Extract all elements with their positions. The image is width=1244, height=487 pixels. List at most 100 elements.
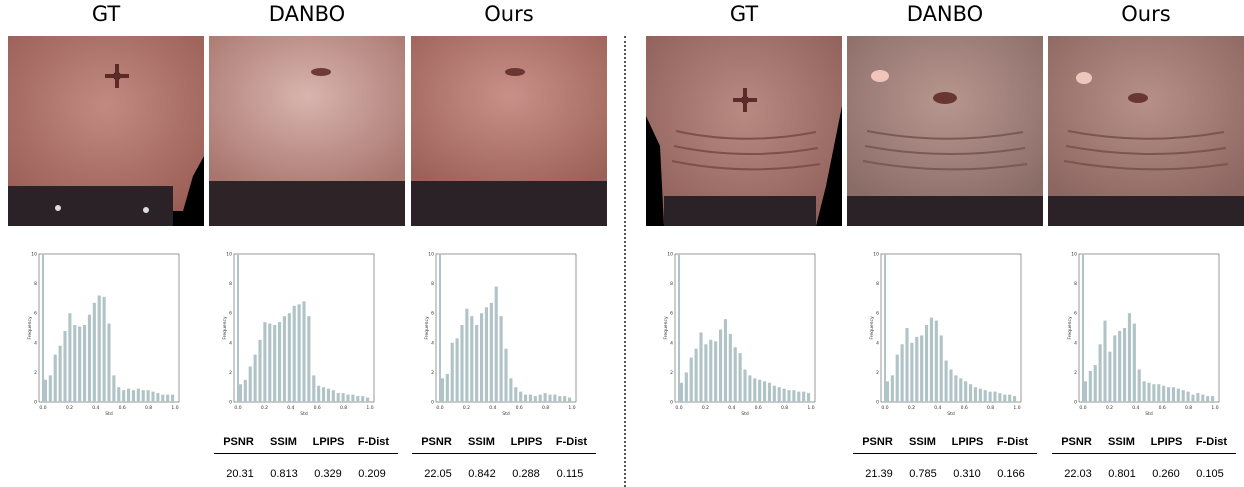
x-tick-label: 0.6	[1159, 405, 1166, 411]
x-tick-label: 0.0	[234, 405, 241, 411]
panel-title-ours-left: Ours	[484, 2, 534, 26]
histogram-bar	[1008, 394, 1012, 402]
x-tick-label: 0.0	[881, 405, 888, 411]
histogram-bar	[748, 375, 752, 402]
y-tick-label: 0	[1074, 400, 1077, 406]
histogram-bar	[993, 391, 997, 402]
histogram-bar	[504, 348, 508, 402]
metric-header-ssim: SSIM	[1108, 436, 1135, 448]
y-tick-label: 10	[31, 252, 37, 258]
histogram-bar	[1186, 391, 1190, 402]
histogram-bar	[166, 394, 170, 402]
histogram-bar	[287, 313, 291, 402]
x-tick-label: 0.4	[489, 405, 496, 411]
y-tick-label: 10	[428, 252, 434, 258]
histogram-bar	[689, 357, 693, 402]
x-tick-label: 1.0	[568, 405, 575, 411]
metric-header-ssim: SSIM	[909, 436, 936, 448]
histogram-bar	[356, 396, 360, 402]
histogram-bar	[567, 397, 572, 402]
x-tick-label: 0.2	[908, 405, 915, 411]
histogram-svg: 0.0 0.2 0.4 0.6 0.8 1.0 0 2 4 6 8 10 Std Frequency	[222, 252, 375, 417]
histogram-bar	[678, 254, 680, 402]
histogram-bar	[156, 393, 160, 402]
y-tick-label: 8	[229, 281, 232, 287]
metric-value-ssim: 0.813	[270, 468, 298, 480]
metric-value-lpips: 0.310	[953, 468, 981, 480]
histogram-bar	[107, 323, 111, 402]
histogram-bar	[258, 339, 262, 402]
x-tick-label: 0.8	[145, 405, 152, 411]
y-tick-label: 6	[431, 311, 434, 317]
histogram-bar	[297, 304, 301, 402]
histogram-bar	[538, 394, 542, 402]
x-axis-label: Std	[741, 411, 749, 417]
x-tick-label: 1.0	[1013, 405, 1020, 411]
torso-image-danbo-left	[209, 36, 405, 226]
histogram-bar	[331, 390, 335, 402]
histogram-bar	[126, 388, 131, 402]
histogram-bar	[714, 341, 718, 402]
histogram-bar	[787, 390, 791, 402]
histogram-bar	[1132, 323, 1136, 402]
x-tick-label: 0.6	[961, 405, 968, 411]
metric-header-lpips: LPIPS	[1150, 436, 1183, 448]
histogram-bar	[684, 372, 688, 402]
x-axis-label: Std	[300, 411, 308, 417]
metrics-value-row: 22.05 0.842 0.288 0.115	[412, 454, 596, 480]
metric-value-fdist: 0.209	[358, 468, 386, 480]
metrics-value-row: 21.39 0.785 0.310 0.166	[853, 454, 1037, 480]
histogram-bar	[915, 336, 919, 402]
histogram-bar	[792, 390, 796, 402]
histogram-bar	[1003, 394, 1007, 402]
metrics-value-row: 22.03 0.801 0.260 0.105	[1052, 454, 1236, 480]
histogram-bar	[307, 316, 311, 402]
histogram-bar	[1147, 382, 1151, 402]
histogram-bar	[282, 316, 287, 402]
histogram-bar	[514, 387, 518, 402]
metric-header-psnr: PSNR	[862, 436, 893, 448]
metric-value-lpips: 0.288	[512, 468, 540, 480]
histogram-bar	[243, 379, 247, 402]
y-tick-label: 0	[229, 400, 232, 406]
y-tick-label: 4	[1074, 340, 1077, 346]
metric-header-psnr: PSNR	[421, 436, 452, 448]
histogram-bar	[753, 378, 757, 402]
x-tick-label: 0.4	[1132, 405, 1139, 411]
metric-header-fdist: F-Dist	[996, 436, 1029, 448]
histogram-bar	[959, 378, 963, 402]
x-tick-label: 0.2	[702, 405, 709, 411]
y-tick-label: 10	[226, 252, 232, 258]
histogram-bar	[450, 342, 454, 402]
histogram-bar	[248, 366, 252, 402]
histogram-bar	[718, 329, 723, 402]
histogram-bar	[553, 394, 557, 402]
histogram-bar	[97, 295, 101, 402]
x-tick-label: 0.6	[314, 405, 321, 411]
histogram-bar	[1142, 381, 1146, 402]
y-tick-label: 4	[670, 340, 673, 346]
x-axis-label: Std	[502, 411, 510, 417]
x-tick-label: 0.0	[1079, 405, 1086, 411]
histogram-bar	[964, 381, 968, 402]
histogram-bar	[1162, 385, 1166, 402]
histogram-bar	[161, 394, 165, 402]
histogram-bar	[351, 394, 355, 402]
histogram-bar	[543, 393, 547, 402]
metric-value-ssim: 0.785	[909, 468, 937, 480]
x-axis-label: Std	[105, 411, 113, 417]
x-tick-label: 0.4	[728, 405, 735, 411]
histogram-bar	[102, 296, 106, 402]
histogram-bar	[704, 344, 708, 402]
panel-title-ours-right: Ours	[1121, 2, 1171, 26]
y-tick-label: 2	[1074, 370, 1077, 376]
histogram-bar	[1122, 328, 1127, 402]
y-tick-label: 8	[1074, 281, 1077, 287]
metrics-header-row: PSNR SSIM LPIPS F-Dist	[853, 436, 1037, 454]
histogram-bar	[806, 393, 811, 402]
y-tick-label: 2	[670, 370, 673, 376]
histogram-bar	[519, 391, 523, 402]
metrics-table-ours-left: PSNR SSIM LPIPS F-Dist 22.05 0.842 0.288…	[412, 436, 596, 480]
metric-header-fdist: F-Dist	[1195, 436, 1228, 448]
y-tick-label: 8	[34, 281, 37, 287]
